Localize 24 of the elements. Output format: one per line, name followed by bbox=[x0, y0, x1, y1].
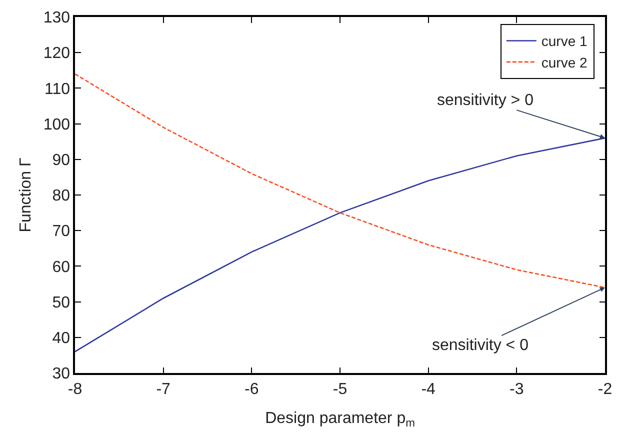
y-tick-label: 40 bbox=[52, 330, 70, 347]
y-axis-title: Function Γ bbox=[18, 158, 35, 232]
y-tick-label: 90 bbox=[52, 152, 70, 169]
y-tick-label: 70 bbox=[52, 223, 70, 240]
x-tick-label: -6 bbox=[244, 380, 259, 398]
x-tick-label: -2 bbox=[598, 380, 612, 398]
y-tick-label: 80 bbox=[52, 188, 70, 205]
x-tick-label: -7 bbox=[156, 380, 171, 398]
y-tick-label: 130 bbox=[43, 10, 70, 27]
x-tick-label: -3 bbox=[510, 380, 524, 398]
y-tick-label: 110 bbox=[44, 80, 70, 98]
y-tick-label: 30 bbox=[52, 366, 70, 383]
x-axis-title: Design parameter p$_{m}$ bbox=[265, 410, 415, 430]
y-tick-label: 50 bbox=[52, 294, 70, 312]
legend-label: curve 1 bbox=[541, 33, 588, 50]
x-tick-label: -5 bbox=[332, 380, 348, 398]
y-tick-label: 60 bbox=[52, 258, 70, 276]
x-tick-label: -4 bbox=[421, 380, 436, 398]
legend-label: curve 2 bbox=[541, 54, 588, 70]
annotation: sensitivity < 0 bbox=[432, 337, 529, 354]
annotation: sensitivity > 0 bbox=[437, 92, 534, 109]
x-tick-label: -8 bbox=[68, 380, 82, 398]
y-tick-label: 100 bbox=[43, 116, 70, 134]
y-tick-label: 120 bbox=[43, 45, 70, 62]
